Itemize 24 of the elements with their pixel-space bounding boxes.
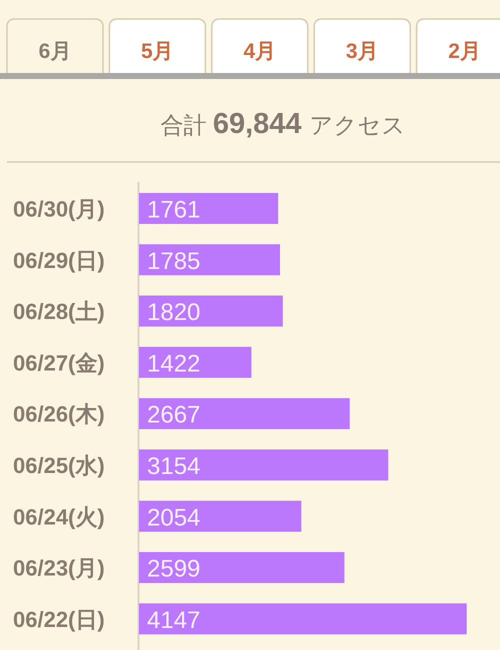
title: 合計 69,844 アクセス bbox=[160, 108, 406, 140]
tab-label: 5月 bbox=[141, 40, 174, 63]
category-label: 06/22(日) bbox=[13, 606, 105, 632]
tab-label: 3月 bbox=[346, 40, 379, 63]
value-label: 1820 bbox=[147, 299, 200, 326]
category-label: 06/29(日) bbox=[13, 248, 105, 273]
value-label: 4147 bbox=[147, 606, 200, 634]
value-label: 1761 bbox=[147, 196, 200, 224]
category-label: 06/26(木) bbox=[13, 402, 105, 427]
value-label: 2599 bbox=[147, 556, 200, 583]
tab-label: 4月 bbox=[243, 40, 276, 63]
category-label: 06/24(火) bbox=[13, 504, 105, 530]
category-label: 06/25(水) bbox=[13, 452, 105, 478]
value-label: 1422 bbox=[147, 350, 200, 378]
category-label: 06/28(土) bbox=[13, 299, 105, 324]
value-label: 1785 bbox=[147, 248, 200, 275]
value-label: 3154 bbox=[147, 452, 200, 480]
value-label: 2054 bbox=[147, 504, 200, 532]
tab-label: 6月 bbox=[38, 40, 72, 63]
category-label: 06/27(金) bbox=[13, 350, 105, 376]
tab-label: 2月 bbox=[448, 40, 481, 63]
category-label: 06/23(月) bbox=[13, 556, 105, 581]
category-label: 06/30(月) bbox=[13, 196, 105, 222]
value-label: 2667 bbox=[147, 402, 200, 429]
